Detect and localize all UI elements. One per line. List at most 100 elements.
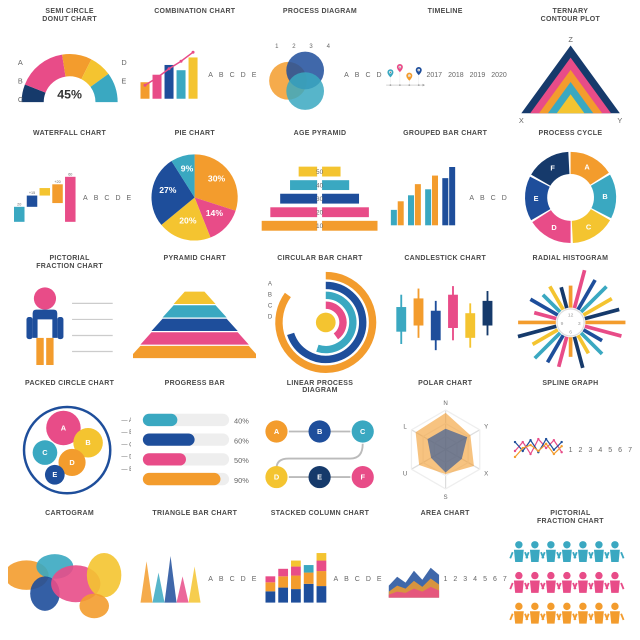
svg-text:20: 20 (17, 202, 21, 206)
chart-title: TRIANGLE BAR CHART (152, 510, 237, 518)
chart-viz: ABCDEF (258, 399, 381, 508)
chart-title: WATERFALL CHART (33, 130, 106, 138)
svg-text:— C: — C (121, 442, 131, 449)
svg-text:X: X (519, 116, 524, 125)
svg-text:A: A (268, 280, 273, 287)
chart-viz: 20+15+2060ABCDE (8, 142, 131, 253)
svg-text:6: 6 (569, 329, 572, 335)
svg-text:C: C (42, 448, 48, 457)
chart-viz (8, 522, 131, 634)
chart-title: GROUPED BAR CHART (403, 130, 487, 138)
chart-spline: SPLINE GRAPH 1234567 (509, 380, 632, 509)
chart-title: AREA CHART (421, 510, 470, 518)
chart-viz: 40%60%50%90% (133, 391, 256, 508)
svg-text:— D: — D (121, 454, 131, 461)
svg-text:F: F (361, 472, 366, 481)
svg-text:C: C (18, 96, 24, 105)
svg-text:4: 4 (327, 44, 331, 50)
chart-viz: 1234567 (509, 391, 632, 508)
svg-text:E: E (52, 470, 57, 479)
svg-text:12: 12 (568, 312, 574, 318)
chart-grouped: GROUPED BAR CHART ABCD (384, 130, 507, 253)
chart-title: STACKED COLUMN CHART (271, 510, 369, 518)
svg-text:60: 60 (68, 172, 72, 176)
svg-text:20: 20 (317, 210, 324, 217)
chart-polar: POLAR CHARTNYXSUL (384, 380, 507, 509)
svg-text:10: 10 (317, 223, 324, 230)
chart-title: PROCESS CYCLE (538, 130, 602, 138)
svg-text:1: 1 (276, 44, 280, 50)
chart-title: PICTORIAL FRACTION CHART (36, 255, 103, 270)
chart-viz: 12 369 (509, 267, 632, 378)
svg-text:A: A (584, 163, 590, 172)
chart-title: TERNARY CONTOUR PLOT (541, 8, 600, 23)
chart-viz: 1234567 (384, 522, 507, 634)
chart-viz (384, 267, 507, 378)
chart-viz: ABCD (384, 142, 507, 253)
chart-viz: ABCDE (133, 522, 256, 634)
chart-title: SPLINE GRAPH (542, 380, 598, 388)
svg-text:B: B (317, 427, 322, 436)
svg-text:40: 40 (317, 183, 324, 190)
svg-text:9%: 9% (181, 163, 194, 173)
chart-title: PROGRESS BAR (165, 380, 225, 388)
svg-text:F: F (550, 164, 555, 173)
svg-text:Z: Z (568, 35, 573, 44)
svg-text:27%: 27% (159, 185, 177, 195)
svg-text:+20: +20 (54, 180, 60, 184)
chart-viz (8, 274, 131, 377)
chart-linear-proc: LINEAR PROCESS DIAGRAMABCDEF (258, 380, 381, 509)
svg-text:C: C (268, 302, 273, 309)
svg-text:40%: 40% (234, 417, 249, 426)
svg-text:+15: +15 (29, 191, 35, 195)
chart-title: PIE CHART (175, 130, 215, 138)
chart-pictorial: PICTORIAL FRACTION CHART (8, 255, 131, 378)
chart-viz: ABCDE— A— B— C— D— E (8, 391, 131, 508)
svg-text:D: D (268, 313, 273, 320)
svg-text:X: X (484, 471, 488, 478)
svg-text:D: D (274, 472, 280, 481)
svg-text:Y: Y (617, 116, 622, 125)
chart-title: POLAR CHART (418, 380, 472, 388)
svg-text:B: B (18, 77, 23, 86)
chart-title: PYRAMID CHART (163, 255, 226, 263)
chart-cycle: PROCESS CYCLE ABCDEF (509, 130, 632, 253)
chart-tri-bar: TRIANGLE BAR CHART ABCDE (133, 510, 256, 634)
svg-text:— B: — B (121, 429, 131, 436)
chart-packed: PACKED CIRCLE CHARTABCDE— A— B— C— D— E (8, 380, 131, 509)
chart-waterfall: WATERFALL CHART20+15+2060ABCDE (8, 130, 131, 253)
chart-viz: ABCD (258, 267, 381, 378)
svg-text:3: 3 (578, 321, 581, 327)
svg-text:50%: 50% (234, 456, 249, 465)
chart-viz: ABCDE (133, 20, 256, 129)
chart-process: PROCESS DIAGRAM1234ABCD (258, 8, 381, 128)
svg-text:B: B (268, 291, 272, 298)
svg-text:9: 9 (560, 321, 563, 327)
chart-pyramid-age: AGE PYRAMID5040302010 (258, 130, 381, 253)
chart-area: AREA CHART 1234567 (384, 510, 507, 634)
svg-text:— E: — E (121, 466, 131, 473)
svg-text:B: B (85, 438, 90, 447)
svg-text:30: 30 (317, 196, 324, 203)
svg-text:S: S (443, 494, 447, 501)
svg-text:3: 3 (310, 44, 314, 50)
chart-viz (509, 530, 632, 635)
chart-pyramid: PYRAMID CHART (133, 255, 256, 378)
svg-text:U: U (402, 471, 406, 478)
chart-pie: PIE CHART30%14%20%27%9% (133, 130, 256, 253)
chart-viz (133, 267, 256, 378)
svg-text:D: D (69, 458, 75, 467)
chart-title: AGE PYRAMID (294, 130, 347, 138)
chart-title: RADIAL HISTOGRAM (533, 255, 609, 263)
chart-combo: COMBINATION CHARTABCDE (133, 8, 256, 128)
svg-text:20%: 20% (179, 216, 197, 226)
chart-people: PICTORIAL FRACTION CHART (509, 510, 632, 634)
chart-viz: 5040302010 (258, 142, 381, 253)
svg-text:— A: — A (121, 417, 131, 424)
chart-cartogram: CARTOGRAM (8, 510, 131, 634)
chart-viz: ABCDE (258, 522, 381, 634)
chart-viz: ABCDEF (509, 142, 632, 253)
chart-radial-hist: RADIAL HISTOGRAM 12 369 (509, 255, 632, 378)
chart-timeline: TIMELINEABCD2017201820192020 (384, 8, 507, 128)
svg-text:2: 2 (293, 44, 297, 50)
